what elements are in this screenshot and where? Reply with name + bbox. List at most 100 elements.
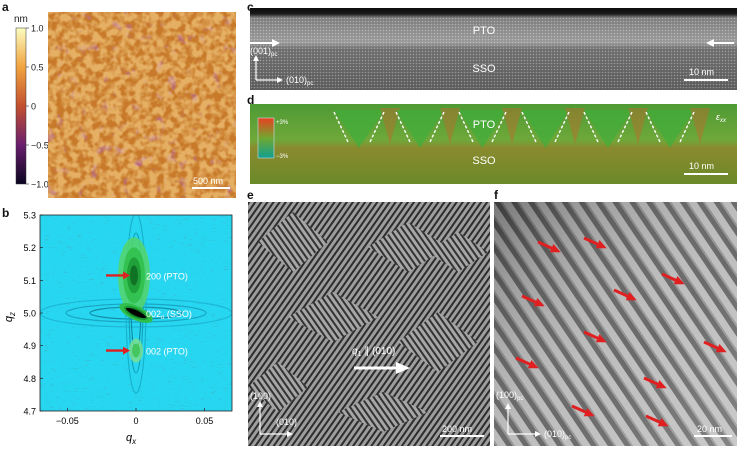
rsm-peak-sso-core: [125, 307, 147, 319]
strain-domain-wall: [521, 111, 537, 143]
hr-red-arrowhead: [655, 380, 667, 389]
rsm-peak-pto-002: [132, 343, 140, 358]
rsm-annotation-label: 002o (SSO): [146, 309, 192, 321]
stem-layer-sso: SSO: [472, 63, 496, 75]
strain-wedge: [396, 110, 444, 148]
rsm-y-tick-label: 5.2: [23, 243, 36, 253]
rsm-chart: 4.7 4.8 4.9 5.0 5.1 5.2 5.3 −0.05 0 0.05 200 (PT…: [3, 211, 233, 446]
hr-red-arrows: [515, 236, 727, 427]
e-axis-vertical-head: [257, 401, 263, 407]
strain-layer-pto: PTO: [473, 119, 496, 131]
afm-colorbar-tick-label: 0.5: [31, 63, 44, 73]
rsm-y-tick-label: 5.0: [23, 309, 36, 319]
afm-colorbar: [15, 27, 27, 185]
strain-domain-wall: [554, 111, 570, 143]
afm-colorbar-tick-label: 1.0: [31, 24, 44, 34]
e-scalebar-label: 200 nm: [442, 424, 472, 434]
hr-red-arrowhead: [533, 298, 545, 307]
stem-atomic-columns: [250, 16, 737, 90]
stem-interface-arrowhead-left: [272, 39, 280, 47]
strain-wedge-tensile: [565, 108, 585, 144]
strain-wedge-tensile: [440, 108, 460, 144]
domain-patch: [368, 222, 448, 272]
domain-stripes-b: [248, 212, 488, 432]
rsm-x-tick-label: −0.05: [56, 416, 79, 426]
strain-domain-wall: [617, 111, 633, 143]
panel-label-d: d: [247, 93, 255, 107]
strain-domain-wall: [429, 111, 445, 143]
rsm-annotations: 200 (PTO) 002o (SSO) 002 (PTO): [106, 271, 192, 357]
panel-label-b: b: [2, 206, 10, 220]
hr-red-arrowhead: [673, 276, 685, 285]
hr-red-arrowhead: [657, 418, 669, 427]
strain-wedge: [522, 110, 569, 148]
rsm-x-tick-label: 0: [133, 416, 138, 426]
domain-patch: [288, 292, 378, 342]
hr-shading: [494, 202, 737, 446]
strain-scalebar-label: 10 nm: [689, 161, 714, 171]
afm-scalebar-label: 500 nm: [193, 176, 223, 186]
strain-wedge: [584, 110, 632, 148]
q-vector-arrowhead: [396, 362, 410, 374]
stem-scalebar-label: 10 nm: [689, 67, 714, 77]
hr-red-arrowhead: [595, 240, 607, 249]
panel-c: PTO SSO (001)pc (010)pc 10 nm: [244, 8, 737, 90]
rsm-ylabel: qz: [3, 312, 17, 322]
stem-axis-vertical-label: (001)pc: [250, 46, 277, 58]
strain-wedge: [459, 110, 506, 148]
strain-wedge-tensile: [380, 108, 400, 144]
f-axis-horizontal-head: [535, 431, 541, 437]
afm-colorbar-tick-label: 0: [31, 102, 36, 112]
strain-domain-wall: [679, 111, 695, 143]
domain-patch: [258, 212, 328, 272]
panel-f: (100)pc (010)pc 20 nm: [494, 202, 737, 446]
afm-image-highlights: [48, 12, 236, 198]
domain-patch: [398, 312, 478, 372]
strain-domain-wall: [583, 111, 599, 143]
rsm-annotation-label: 200 (PTO): [146, 271, 188, 281]
strain-wedge: [334, 110, 384, 148]
rsm-y-tick-label: 5.1: [23, 276, 36, 286]
hr-red-arrowhead: [595, 334, 607, 343]
panel-a: nm 1.0 0.5 0 −0.5 −1.0 500 nm: [0, 0, 240, 200]
e-axis-vertical-label: (100): [250, 391, 271, 401]
strain-layer-sso: SSO: [472, 155, 496, 167]
panel-label-f: f: [494, 188, 498, 202]
strain-domain-wedges: [334, 108, 710, 148]
strain-domain-wall: [458, 111, 474, 143]
rsm-annotation-arrowhead: [123, 346, 130, 355]
panel-d: +3% −3% PTO SSO εxx 10 nm: [244, 104, 737, 184]
afm-colorbar-tick-label: −1.0: [31, 180, 49, 190]
hr-red-arrowhead: [625, 292, 637, 301]
panel-b: 4.7 4.8 4.9 5.0 5.1 5.2 5.3 −0.05 0 0.05 200 (PT…: [0, 205, 240, 448]
strain-legend-bottom: −3%: [276, 154, 289, 160]
rsm-annotation-label: 002 (PTO): [146, 347, 188, 357]
domain-image: q1 ∥ (010) (100) (010) 200 nm: [248, 202, 490, 446]
strain-domain-wall: [491, 111, 507, 143]
rsm-y-tick-label: 4.9: [23, 341, 36, 351]
hr-red-arrowhead: [527, 360, 539, 369]
afm-colorbar-ticks: 1.0 0.5 0 −0.5 −1.0: [26, 24, 49, 190]
domain-patch: [338, 392, 428, 432]
domain-patch: [248, 362, 308, 412]
stem-image: PTO SSO (001)pc (010)pc 10 nm: [250, 8, 737, 90]
strain-legend-top: +3%: [276, 120, 289, 126]
strain-wedge-tensile: [502, 108, 522, 144]
panel-e: q1 ∥ (010) (100) (010) 200 nm: [248, 202, 490, 446]
afm-colorbar-tick-label: −0.5: [31, 141, 49, 151]
strain-domain-wall: [395, 111, 411, 143]
strain-wedge-tensile: [690, 108, 710, 144]
strain-symbol: εxx: [716, 112, 727, 124]
rsm-plot-area: [40, 215, 232, 411]
stem-layer-pto: PTO: [473, 25, 496, 37]
rsm-y-ticks: 4.7 4.8 4.9 5.0 5.1 5.2 5.3: [23, 211, 43, 417]
stem-axis-vertical-head: [253, 55, 259, 61]
strain-legend: [257, 117, 275, 159]
rsm-xlabel: qx: [126, 432, 137, 446]
rsm-contours: [40, 215, 232, 394]
rsm-y-tick-label: 4.7: [23, 407, 36, 417]
panel-label-a: a: [2, 0, 9, 14]
q-vector-label: q1 ∥ (010): [352, 346, 395, 358]
f-axis-vertical-label: (100)pc: [496, 390, 523, 402]
strain-domain-walls: [333, 111, 695, 143]
